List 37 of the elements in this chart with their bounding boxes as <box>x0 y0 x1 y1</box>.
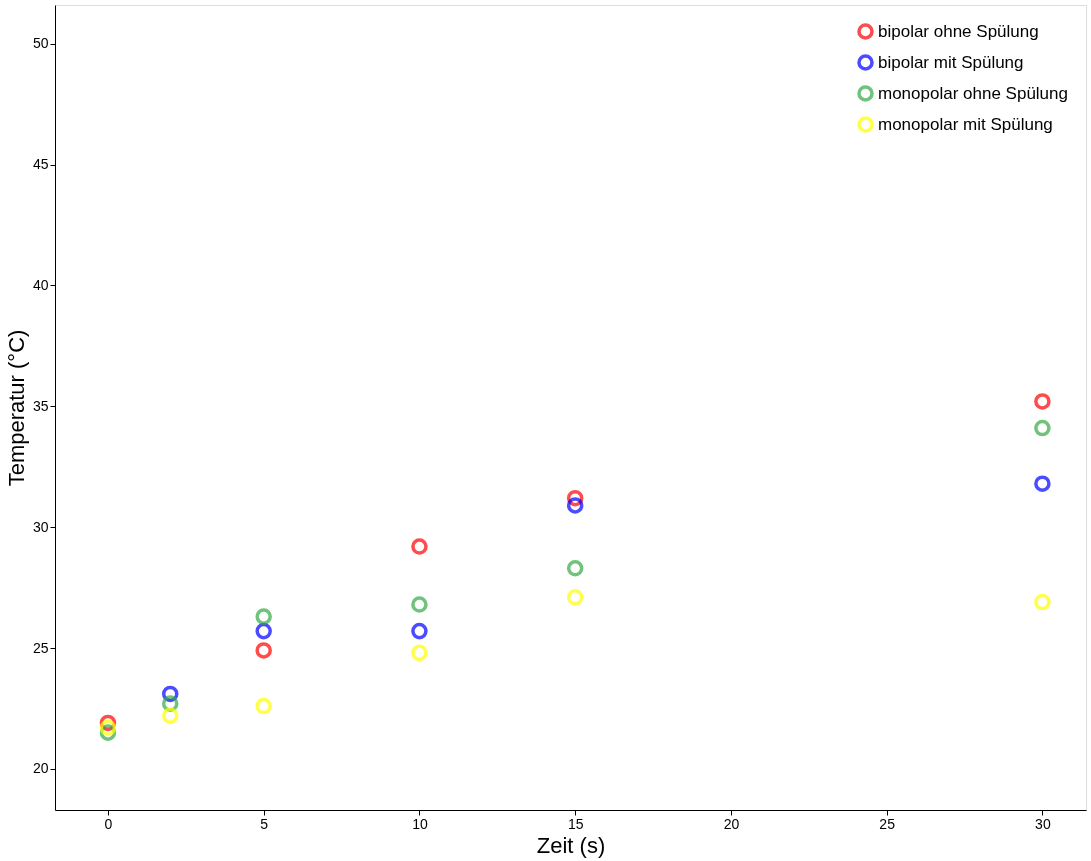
x-tick-label: 5 <box>260 815 269 832</box>
x-tick-label: 15 <box>567 815 584 832</box>
point <box>255 622 272 640</box>
y-tick-label: 25 <box>32 639 49 656</box>
y-tick-label: 50 <box>32 35 49 52</box>
point <box>411 644 428 662</box>
x-axis-title: Zeit (s) <box>536 832 606 858</box>
y-tick-label: 45 <box>32 156 49 173</box>
point <box>411 622 428 640</box>
point <box>161 707 179 724</box>
y-tick-label: 20 <box>32 760 49 777</box>
legend-label: monopolar ohne Spülung <box>878 83 1068 103</box>
point <box>1034 393 1051 410</box>
point <box>99 719 117 737</box>
point <box>255 642 272 659</box>
point <box>566 589 584 606</box>
point <box>1034 593 1051 611</box>
legend-label: bipolar ohne Spülung <box>878 21 1039 41</box>
x-tick-label: 25 <box>879 815 896 832</box>
x-tick-label: 20 <box>723 815 740 832</box>
y-tick-label: 30 <box>32 518 49 535</box>
x-tick-label: 0 <box>104 815 113 832</box>
point <box>255 608 272 625</box>
point <box>411 538 428 555</box>
point <box>1034 419 1051 437</box>
y-tick-label: 40 <box>32 276 49 293</box>
x-tick-label: 10 <box>412 815 428 832</box>
x-tick-label: 30 <box>1035 815 1051 832</box>
point <box>1034 475 1051 492</box>
legend-label: bipolar mit Spülung <box>878 52 1024 72</box>
y-tick-label: 35 <box>32 397 49 414</box>
legend-label: monopolar mit Spülung <box>878 114 1053 134</box>
point <box>255 697 272 715</box>
point <box>566 560 584 577</box>
point <box>411 596 428 613</box>
y-axis-title: Temperatur (°C) <box>3 329 29 487</box>
point <box>566 497 584 514</box>
